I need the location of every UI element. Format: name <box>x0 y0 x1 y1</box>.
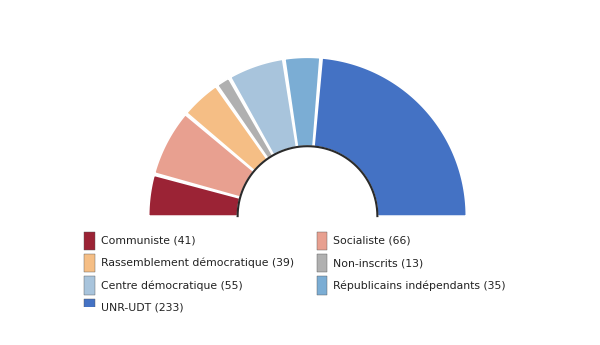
Text: UNR-UDT (233): UNR-UDT (233) <box>101 303 183 313</box>
Polygon shape <box>238 146 377 216</box>
Text: Non-inscrits (13): Non-inscrits (13) <box>333 258 424 268</box>
Polygon shape <box>149 175 240 216</box>
Polygon shape <box>314 58 466 216</box>
Bar <box>84 254 95 272</box>
Text: Républicains indépendants (35): Républicains indépendants (35) <box>333 280 506 291</box>
Text: Rassemblement démocratique (39): Rassemblement démocratique (39) <box>101 258 294 268</box>
Text: Socialiste (66): Socialiste (66) <box>333 236 411 246</box>
Polygon shape <box>285 57 320 147</box>
Bar <box>84 299 95 317</box>
Polygon shape <box>187 87 267 171</box>
Bar <box>317 231 327 250</box>
Polygon shape <box>230 59 296 155</box>
Text: Communiste (41): Communiste (41) <box>101 236 195 246</box>
Bar <box>317 276 327 295</box>
Text: Centre démocratique (55): Centre démocratique (55) <box>101 280 242 291</box>
Bar <box>317 254 327 272</box>
Polygon shape <box>155 115 254 197</box>
Bar <box>84 231 95 250</box>
Bar <box>84 276 95 295</box>
Polygon shape <box>217 78 273 158</box>
